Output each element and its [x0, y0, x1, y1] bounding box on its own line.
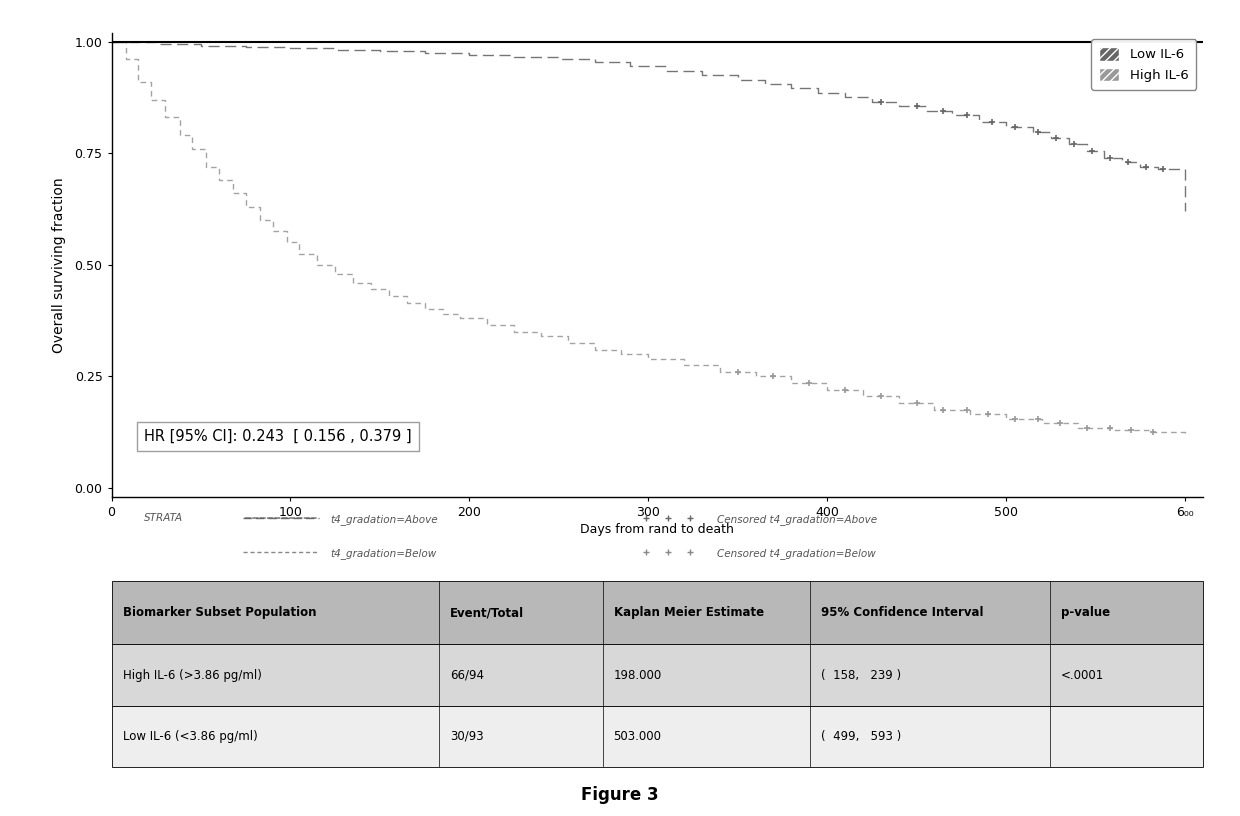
Text: 95% Confidence Interval: 95% Confidence Interval: [821, 606, 983, 619]
Text: Event/Total: Event/Total: [450, 606, 525, 619]
Text: Low IL-6 (<3.86 pg/ml): Low IL-6 (<3.86 pg/ml): [123, 730, 257, 743]
X-axis label: Days from rand to death: Days from rand to death: [580, 523, 734, 536]
Text: Biomarker Subset Population: Biomarker Subset Population: [123, 606, 316, 619]
Bar: [112, 706, 1203, 767]
Legend: Low IL-6, High IL-6: Low IL-6, High IL-6: [1091, 39, 1197, 90]
Text: 66/94: 66/94: [450, 668, 484, 681]
Text: <.0001: <.0001: [1061, 668, 1104, 681]
Text: 30/93: 30/93: [450, 730, 484, 743]
Text: 503.000: 503.000: [614, 730, 662, 743]
Text: STRATA: STRATA: [144, 512, 184, 522]
Text: Figure 3: Figure 3: [582, 786, 658, 804]
Text: p-value: p-value: [1061, 606, 1110, 619]
Text: (  158,   239 ): ( 158, 239 ): [821, 668, 901, 681]
Text: t4_gradation=Above: t4_gradation=Above: [330, 514, 438, 526]
Bar: [112, 581, 1203, 645]
Text: Censored t4_gradation=Below: Censored t4_gradation=Below: [717, 548, 875, 559]
Text: High IL-6 (>3.86 pg/ml): High IL-6 (>3.86 pg/ml): [123, 668, 262, 681]
Text: Censored t4_gradation=Above: Censored t4_gradation=Above: [717, 514, 878, 526]
Text: Kaplan Meier Estimate: Kaplan Meier Estimate: [614, 606, 764, 619]
Text: 198.000: 198.000: [614, 668, 662, 681]
Bar: [112, 645, 1203, 706]
Text: (  499,   593 ): ( 499, 593 ): [821, 730, 901, 743]
Text: t4_gradation=Below: t4_gradation=Below: [330, 548, 436, 559]
Text: HR [95% CI]: 0.243  [ 0.156 , 0.379 ]: HR [95% CI]: 0.243 [ 0.156 , 0.379 ]: [144, 429, 412, 444]
Y-axis label: Overall surviving fraction: Overall surviving fraction: [52, 177, 66, 353]
